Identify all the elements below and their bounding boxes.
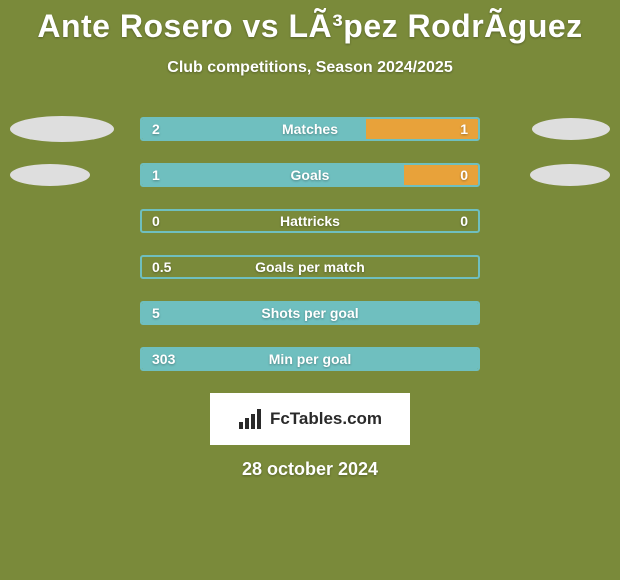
stat-label: Goals bbox=[291, 167, 330, 183]
stat-row: 0.5 Goals per match bbox=[0, 255, 620, 279]
stat-label: Hattricks bbox=[280, 213, 340, 229]
right-ellipse-slot bbox=[490, 118, 610, 140]
stat-row: 1 0 Goals bbox=[0, 163, 620, 187]
stat-value-right: 0 bbox=[460, 213, 468, 229]
stat-bar: 2 1 Matches bbox=[140, 117, 480, 141]
stat-value-left: 0.5 bbox=[152, 259, 171, 275]
left-ellipse-slot bbox=[10, 164, 130, 186]
brand-box: FcTables.com bbox=[210, 393, 410, 445]
stat-row: 0 0 Hattricks bbox=[0, 209, 620, 233]
player-ellipse-right bbox=[530, 164, 610, 186]
subtitle: Club competitions, Season 2024/2025 bbox=[0, 59, 620, 77]
stat-label: Goals per match bbox=[255, 259, 365, 275]
stat-value-left: 303 bbox=[152, 351, 175, 367]
stat-bar: 0.5 Goals per match bbox=[140, 255, 480, 279]
stat-row: 303 Min per goal bbox=[0, 347, 620, 371]
left-ellipse-slot bbox=[10, 116, 130, 142]
stat-label: Shots per goal bbox=[261, 305, 358, 321]
bar-left-fill bbox=[142, 165, 404, 185]
stat-row: 5 Shots per goal bbox=[0, 301, 620, 325]
chart-bars-icon bbox=[238, 408, 264, 430]
stat-bar: 303 Min per goal bbox=[140, 347, 480, 371]
player-ellipse-right bbox=[532, 118, 610, 140]
stat-bar: 0 0 Hattricks bbox=[140, 209, 480, 233]
stat-value-left: 5 bbox=[152, 305, 160, 321]
page-title: Ante Rosero vs LÃ³pez RodrÃ­guez bbox=[0, 0, 620, 45]
stat-value-right: 0 bbox=[460, 167, 468, 183]
stat-value-left: 2 bbox=[152, 121, 160, 137]
stat-row: 2 1 Matches bbox=[0, 117, 620, 141]
player-ellipse-left bbox=[10, 116, 114, 142]
right-ellipse-slot bbox=[490, 164, 610, 186]
stat-value-left: 1 bbox=[152, 167, 160, 183]
stat-value-left: 0 bbox=[152, 213, 160, 229]
player-ellipse-left bbox=[10, 164, 90, 186]
stats-container: 2 1 Matches 1 0 Goals 0 0 Hattricks 0.5 Goals per … bbox=[0, 117, 620, 371]
stat-bar: 5 Shots per goal bbox=[140, 301, 480, 325]
brand-text: FcTables.com bbox=[270, 409, 382, 429]
stat-label: Min per goal bbox=[269, 351, 351, 367]
stat-value-right: 1 bbox=[460, 121, 468, 137]
stat-label: Matches bbox=[282, 121, 338, 137]
date-text: 28 october 2024 bbox=[0, 459, 620, 480]
stat-bar: 1 0 Goals bbox=[140, 163, 480, 187]
